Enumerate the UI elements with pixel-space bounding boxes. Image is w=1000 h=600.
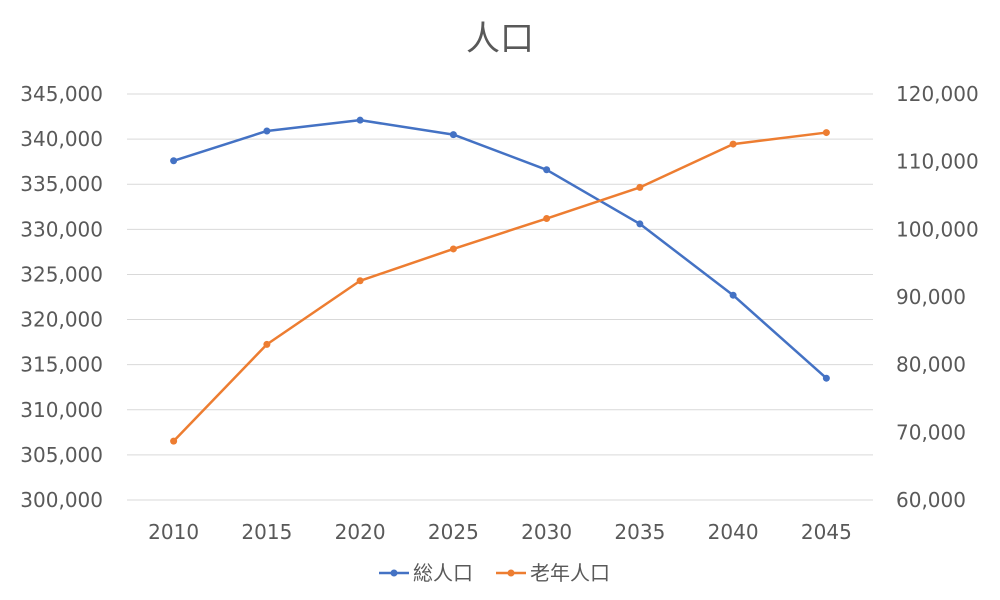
- data-point: [449, 131, 457, 139]
- data-point: [170, 157, 178, 165]
- series-left-axis: [170, 116, 830, 382]
- data-point: [543, 215, 551, 223]
- left-axis-ticks: 300,000 305,000 310,000 315,000 320,000 325,0…: [20, 82, 103, 512]
- data-point: [449, 245, 457, 253]
- x-axis-tick-label: 2030: [521, 520, 572, 544]
- left-axis-tick-label: 340,000: [20, 127, 103, 151]
- legend-label: 総人口: [413, 561, 473, 585]
- left-axis-tick-label: 325,000: [20, 262, 103, 286]
- x-axis-ticks: 2010 2015 2020 2025 2030 2035 2040 2045: [148, 520, 852, 544]
- left-axis-tick-label: 320,000: [20, 308, 103, 332]
- left-axis-tick-label: 345,000: [20, 82, 103, 106]
- x-axis-tick-label: 2045: [801, 520, 852, 544]
- legend-entry: 老年人口: [496, 561, 610, 585]
- data-point: [636, 183, 644, 191]
- data-point: [543, 166, 551, 174]
- left-axis-tick-label: 315,000: [20, 353, 103, 377]
- series-line: [172, 118, 828, 380]
- legend-marker: [507, 569, 515, 577]
- right-axis-tick-label: 60,000: [896, 488, 966, 512]
- x-axis-tick-label: 2040: [708, 520, 759, 544]
- right-axis-tick-label: 90,000: [896, 285, 966, 309]
- data-point: [356, 116, 364, 124]
- data-point: [170, 437, 178, 445]
- x-axis-tick-label: 2020: [335, 520, 386, 544]
- grid-lines: [127, 93, 873, 501]
- right-axis-tick-label: 110,000: [896, 150, 979, 174]
- left-axis-tick-label: 330,000: [20, 217, 103, 241]
- series-layer: [170, 116, 830, 445]
- legend-entry: 総人口: [379, 561, 473, 585]
- left-axis-tick-label: 305,000: [20, 443, 103, 467]
- left-axis-tick-label: 335,000: [20, 172, 103, 196]
- data-point: [263, 340, 271, 348]
- right-axis-tick-label: 100,000: [896, 217, 979, 241]
- right-axis-tick-label: 70,000: [896, 420, 966, 444]
- x-axis-tick-label: 2035: [614, 520, 665, 544]
- data-point: [356, 277, 364, 285]
- right-axis-tick-label: 120,000: [896, 82, 979, 106]
- data-point: [729, 291, 737, 299]
- right-axis-tick-label: 80,000: [896, 353, 966, 377]
- left-axis-tick-label: 310,000: [20, 398, 103, 422]
- x-axis-tick-label: 2015: [241, 520, 292, 544]
- data-point: [729, 140, 737, 148]
- chart-title: 人口: [466, 19, 534, 59]
- legend-marker: [390, 569, 398, 577]
- series-line: [172, 131, 828, 443]
- x-axis-tick-label: 2025: [428, 520, 479, 544]
- data-point: [263, 127, 271, 135]
- right-axis-ticks: 60,000 70,000 80,000 90,000 100,000 110,000 12…: [896, 82, 979, 512]
- series-right-axis: [170, 129, 830, 445]
- data-point: [822, 374, 830, 382]
- data-point: [636, 220, 644, 228]
- left-axis-tick-label: 300,000: [20, 488, 103, 512]
- legend-label: 老年人口: [530, 561, 610, 585]
- legend: 総人口 老年人口: [379, 561, 610, 585]
- data-point: [822, 129, 830, 137]
- x-axis-tick-label: 2010: [148, 520, 199, 544]
